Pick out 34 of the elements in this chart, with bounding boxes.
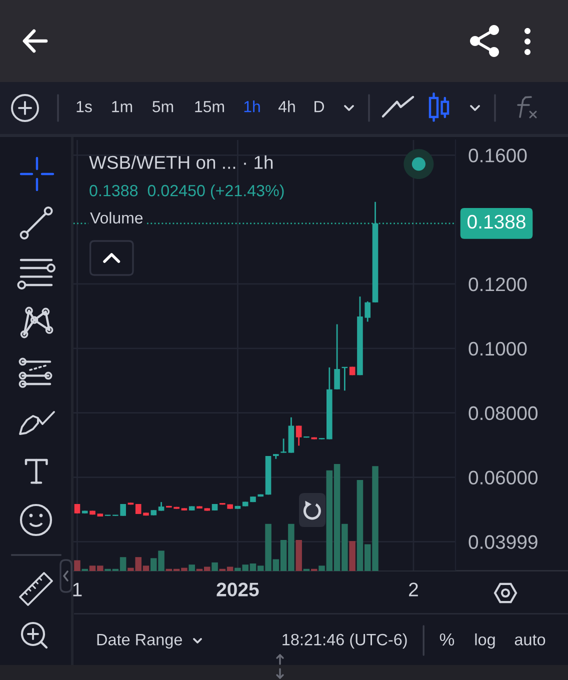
text: 15m	[195, 101, 224, 112]
text: auto	[514, 634, 546, 646]
x-tick-label: 2	[409, 582, 418, 596]
y-tick-label: 0.1600	[468, 148, 527, 162]
text: D	[314, 101, 324, 112]
bar	[74, 560, 80, 571]
ref-line-label: 0.1388	[468, 214, 526, 229]
bar	[188, 564, 195, 571]
text: Date Range	[97, 634, 182, 649]
bar	[212, 562, 218, 571]
y-tick-label: 0.06000	[468, 470, 538, 484]
candlestick	[296, 425, 302, 446]
text: 0.1388 0.02450 (+21.43%)	[90, 184, 284, 200]
candlestick	[74, 503, 80, 514]
y-tick-label: 0.1200	[468, 277, 527, 292]
text: WSB/WETH on ... · 1h	[89, 155, 273, 169]
candlestick	[280, 438, 286, 454]
text: 1s	[76, 101, 92, 112]
y-tick-label: 0.03999	[468, 535, 538, 549]
text: %	[440, 633, 454, 646]
text: 18:21:46 (UTC-6)	[282, 633, 407, 649]
bar	[349, 541, 356, 571]
text: 4h	[278, 100, 295, 112]
y-tick-label: 0.1000	[468, 342, 527, 356]
x-tick-label: 2025	[216, 582, 259, 596]
y-tick-label: 0.08000	[468, 406, 538, 420]
text: 5m	[152, 101, 174, 112]
candlestick	[334, 324, 340, 390]
text: 1m	[112, 101, 132, 112]
x-tick-label: 1	[73, 582, 82, 596]
chart-title: Volume	[90, 212, 143, 224]
bar	[296, 540, 302, 571]
text: log	[475, 633, 495, 649]
text: 1h	[244, 100, 260, 112]
